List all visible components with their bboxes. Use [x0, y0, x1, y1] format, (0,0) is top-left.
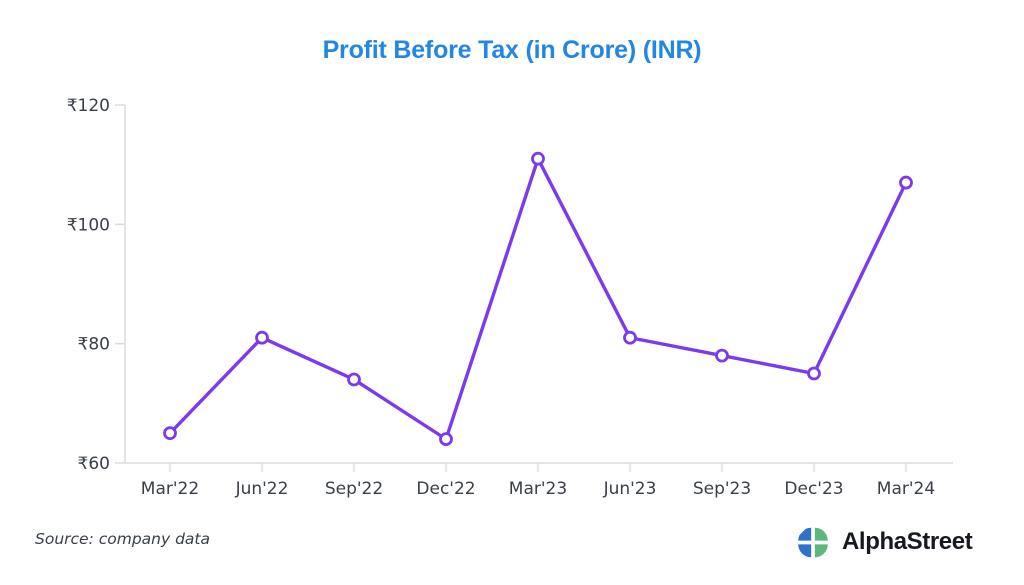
x-tick-label-Jun'22: Jun'22 [235, 479, 289, 499]
data-point-Mar'23 [531, 151, 545, 166]
x-tick-label-Mar'23: Mar'23 [509, 479, 567, 499]
data-point-Jun'22 [255, 330, 269, 345]
y-tick-label-80: ₹80 [78, 335, 110, 355]
x-tick-label-Dec'23: Dec'23 [784, 479, 843, 499]
x-tick-label-Mar'22: Mar'22 [141, 479, 199, 499]
profit-line [168, 156, 908, 441]
data-point-Jun'23 [623, 330, 637, 345]
data-point-Dec'22 [439, 432, 453, 447]
x-tick-label-Jun'23: Jun'23 [603, 479, 657, 499]
x-tick-label-Sep'22: Sep'22 [325, 479, 383, 499]
source-note: Source: company data [35, 530, 211, 548]
brand: AlphaStreet [794, 523, 973, 561]
x-tick-label-Mar'24: Mar'24 [877, 479, 935, 499]
logo-petal-top-left [798, 527, 812, 541]
x-tick-label-Dec'22: Dec'22 [416, 479, 475, 499]
logo-slash [795, 524, 809, 538]
data-point-Mar'22 [163, 426, 177, 441]
logo-petal-bottom-left [798, 543, 812, 557]
chart-title: Profit Before Tax (in Crore) (INR) [322, 36, 702, 64]
y-tick-label-120: ₹120 [67, 96, 110, 116]
data-point-Sep'23 [715, 348, 729, 363]
logo-petal-bottom-right [814, 543, 828, 557]
logo-petal-top-right [814, 527, 828, 541]
data-point-Sep'22 [347, 372, 361, 387]
y-tick-label-100: ₹100 [67, 215, 110, 235]
brand-name: AlphaStreet [842, 528, 973, 555]
x-tick-label-Sep'23: Sep'23 [693, 479, 751, 499]
data-point-Dec'23 [807, 366, 821, 381]
data-point-Mar'24 [899, 175, 913, 190]
alphastreet-logo-icon [795, 524, 828, 557]
y-tick-label-60: ₹60 [78, 454, 110, 474]
